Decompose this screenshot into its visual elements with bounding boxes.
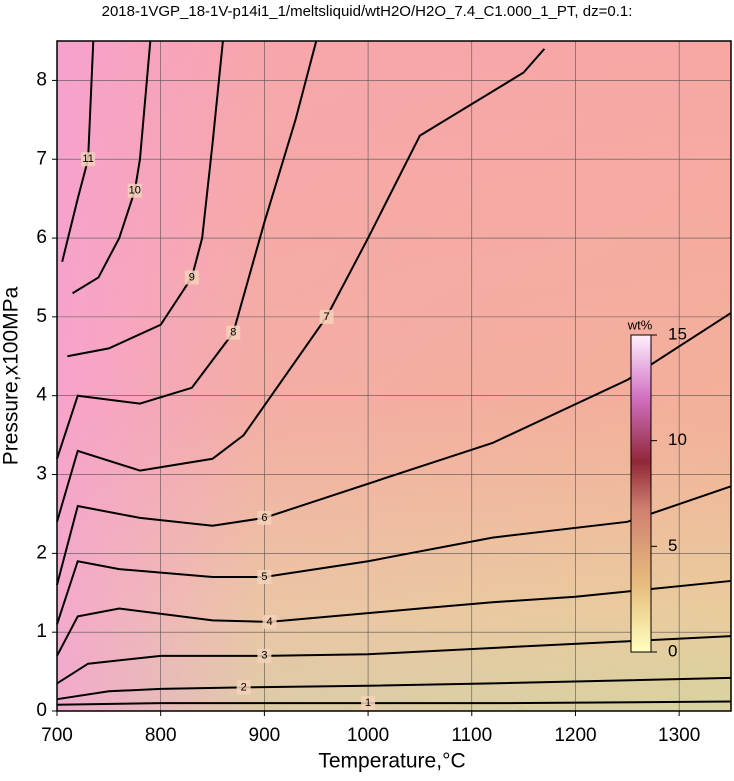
colorbar-tick-label: 15	[668, 324, 687, 343]
contour-label-bg	[81, 152, 96, 167]
y-tick-label: 7	[36, 148, 47, 169]
contour-label: 7	[324, 311, 330, 323]
contour-label: 2	[241, 681, 247, 693]
x-tick-label: 1100	[451, 725, 492, 746]
contour-line	[72, 40, 152, 295]
contour-label-bg	[127, 183, 142, 198]
contour-label-bg	[361, 696, 376, 711]
contour-line	[56, 700, 732, 706]
colorbar-tick-label: 0	[668, 641, 677, 660]
colorbar-tick-label: 10	[668, 430, 687, 449]
contour-line	[56, 48, 546, 523]
colorbar-label: wt%	[627, 317, 653, 332]
y-axis-label: Pressure,x100MPa	[0, 286, 23, 465]
y-tick-label: 8	[36, 69, 47, 90]
plot-frame	[56, 40, 732, 712]
contour-label: 4	[267, 616, 273, 628]
contour-label: 3	[261, 650, 267, 662]
contour-label: 10	[129, 185, 141, 197]
contour-line	[56, 40, 318, 460]
contour-label-bg	[257, 510, 272, 525]
contour-label: 8	[230, 327, 236, 339]
contour-label-bg	[319, 309, 334, 324]
contour-label-bg	[257, 570, 272, 584]
contour-label: 5	[261, 571, 267, 583]
x-axis-label: Temperature,°C	[318, 750, 465, 773]
contour-label-bg	[262, 614, 277, 629]
contour-label: 6	[261, 512, 267, 524]
x-tick-label: 900	[249, 725, 281, 746]
contour-label: 9	[189, 271, 195, 283]
x-tick-label: 1000	[347, 725, 389, 746]
x-tick-label: 1200	[554, 725, 596, 746]
plot-background-tint	[57, 41, 731, 711]
y-tick-label: 3	[36, 464, 47, 485]
y-tick-label: 2	[36, 542, 47, 563]
contour-label: 11	[82, 153, 93, 165]
y-tick-label: 4	[36, 385, 47, 406]
x-tick-label: 700	[41, 725, 73, 746]
contour-line	[61, 40, 95, 262]
y-tick-label: 6	[36, 227, 47, 248]
contour-label-bg	[226, 325, 241, 340]
y-tick-label: 5	[36, 306, 47, 327]
colorbar	[630, 334, 652, 653]
chart-title: 2018-1VGP_18-1V-p14i1_1/meltsliquid/wtH2…	[102, 3, 633, 20]
y-tick-label: 1	[36, 621, 47, 642]
y-tick-label: 0	[36, 700, 47, 721]
x-tick-label: 1300	[658, 725, 700, 746]
x-tick-label: 800	[145, 725, 177, 746]
contour-label-bg	[257, 648, 272, 663]
contour-label: 1	[365, 697, 371, 709]
contour-label-bg	[184, 270, 199, 285]
contour-label-bg	[236, 680, 251, 695]
colorbar-tick-label: 5	[668, 536, 677, 555]
